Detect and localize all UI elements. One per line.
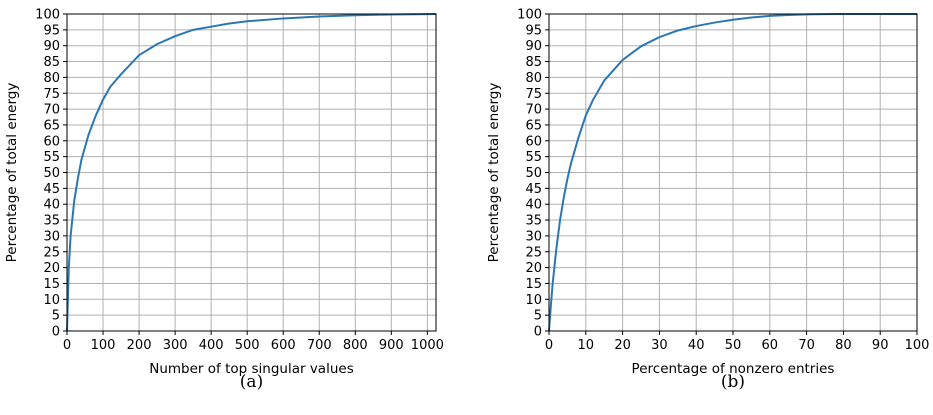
- x-tick-label: 1000: [411, 338, 444, 353]
- x-axis-label: Number of top singular values: [149, 361, 353, 377]
- y-tick-label: 25: [525, 245, 542, 260]
- x-tick-label: 0: [63, 338, 71, 353]
- y-tick-label: 35: [525, 214, 542, 229]
- y-tick-label: 80: [43, 71, 60, 86]
- y-axis-label: Percentage of total energy: [4, 83, 20, 263]
- series-line: [548, 13, 917, 332]
- x-tick-label: 200: [127, 338, 152, 353]
- y-axis-ticks: 0510152025303540455055606570758085909510…: [35, 8, 67, 340]
- y-tick-label: 75: [525, 87, 542, 102]
- x-tick-label: 70: [798, 338, 815, 353]
- x-tick-label: 700: [307, 338, 332, 353]
- x-tick-label: 900: [379, 338, 404, 353]
- x-tick-label: 500: [235, 338, 260, 353]
- y-tick-label: 10: [43, 293, 60, 308]
- y-tick-label: 100: [517, 8, 542, 23]
- y-tick-label: 95: [43, 23, 60, 38]
- y-tick-label: 30: [525, 229, 542, 244]
- grid: [66, 13, 436, 332]
- y-tick-label: 70: [525, 103, 542, 118]
- y-tick-label: 45: [525, 182, 542, 197]
- x-tick-label: 400: [199, 338, 224, 353]
- x-tick-label: 60: [762, 338, 779, 353]
- y-tick-label: 5: [52, 309, 60, 324]
- x-axis-label: Percentage of nonzero entries: [632, 361, 835, 377]
- x-tick-label: 30: [651, 338, 668, 353]
- y-tick-label: 30: [43, 229, 60, 244]
- y-tick-label: 75: [43, 87, 60, 102]
- y-tick-label: 90: [525, 39, 542, 54]
- y-tick-label: 70: [43, 103, 60, 118]
- y-tick-label: 85: [525, 55, 542, 70]
- y-tick-label: 35: [43, 214, 60, 229]
- y-tick-label: 25: [43, 245, 60, 260]
- y-tick-label: 5: [534, 309, 542, 324]
- y-tick-label: 55: [43, 150, 60, 165]
- y-tick-label: 0: [52, 325, 60, 340]
- y-tick-label: 60: [43, 134, 60, 149]
- y-tick-label: 20: [525, 261, 542, 276]
- y-tick-label: 100: [35, 8, 60, 23]
- x-tick-label: 600: [271, 338, 296, 353]
- y-tick-label: 50: [525, 166, 542, 181]
- y-tick-label: 85: [43, 55, 60, 70]
- x-tick-label: 50: [725, 338, 742, 353]
- x-tick-label: 100: [91, 338, 116, 353]
- y-tick-label: 45: [43, 182, 60, 197]
- curve-layer: [66, 13, 437, 332]
- x-tick-label: 20: [614, 338, 631, 353]
- y-tick-label: 65: [43, 118, 60, 133]
- x-tick-label: 80: [835, 338, 852, 353]
- x-tick-label: 0: [545, 338, 553, 353]
- y-tick-label: 40: [43, 198, 60, 213]
- x-tick-label: 90: [872, 338, 889, 353]
- y-tick-label: 60: [525, 134, 542, 149]
- y-tick-label: 65: [525, 118, 542, 133]
- y-tick-label: 80: [525, 71, 542, 86]
- x-tick-label: 10: [578, 338, 595, 353]
- x-tick-label: 40: [688, 338, 705, 353]
- chart-panel-b: 0 10 20 30 40 50 60 70 80 90 100 05101520253035404…: [486, 8, 929, 393]
- y-tick-label: 55: [525, 150, 542, 165]
- y-tick-label: 95: [525, 23, 542, 38]
- y-axis-ticks: 0510152025303540455055606570758085909510…: [517, 8, 549, 340]
- y-tick-label: 0: [534, 325, 542, 340]
- y-tick-label: 15: [525, 277, 542, 292]
- y-tick-label: 20: [43, 261, 60, 276]
- curve-layer: [548, 13, 917, 332]
- grid: [548, 13, 918, 332]
- x-tick-label: 800: [343, 338, 368, 353]
- panel-caption: (b): [721, 372, 745, 392]
- chart-panel-a: 0 100 200 300 400 500 600 700 800 900 1000 0510152…: [4, 8, 444, 393]
- x-tick-label: 300: [163, 338, 188, 353]
- panel-caption: (a): [240, 372, 263, 392]
- y-axis-label: Percentage of total energy: [486, 83, 502, 263]
- y-tick-label: 90: [43, 39, 60, 54]
- y-tick-label: 10: [525, 293, 542, 308]
- x-axis-ticks: 0 100 200 300 400 500 600 700 800 900 1000: [63, 331, 444, 353]
- y-tick-label: 50: [43, 166, 60, 181]
- x-axis-ticks: 0 10 20 30 40 50 60 70 80 90 100: [545, 331, 930, 353]
- x-tick-label: 100: [905, 338, 930, 353]
- series-line: [66, 13, 437, 332]
- y-tick-label: 40: [525, 198, 542, 213]
- y-tick-label: 15: [43, 277, 60, 292]
